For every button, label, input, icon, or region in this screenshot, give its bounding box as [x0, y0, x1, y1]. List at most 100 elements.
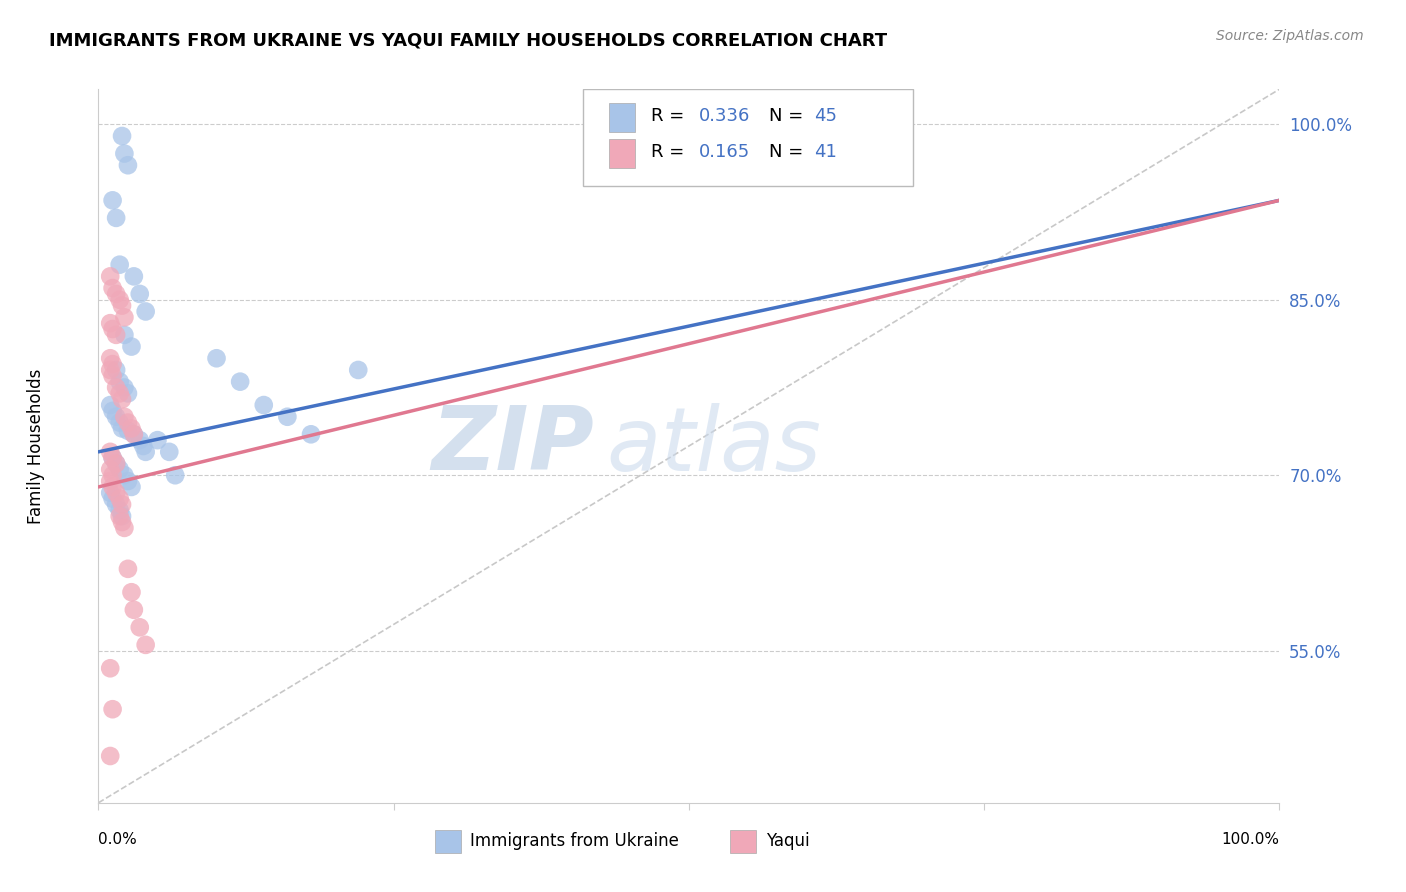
Point: [117, 386, 139, 401]
Point: [98, 269, 121, 284]
Point: [146, 433, 169, 447]
Point: [135, 638, 157, 652]
Point: [165, 468, 187, 483]
Text: 100.0%: 100.0%: [1222, 832, 1279, 847]
Point: [121, 340, 143, 354]
Point: [229, 375, 252, 389]
Text: N =: N =: [769, 107, 810, 125]
Point: [101, 194, 124, 208]
Point: [111, 509, 134, 524]
Point: [112, 468, 135, 483]
Point: [98, 398, 121, 412]
Point: [108, 416, 131, 430]
Point: [108, 386, 131, 401]
Point: [98, 462, 121, 476]
Point: [101, 702, 124, 716]
Point: [121, 585, 143, 599]
Bar: [609, 103, 634, 132]
Point: [132, 439, 155, 453]
Point: [117, 474, 139, 488]
Point: [111, 515, 134, 529]
FancyBboxPatch shape: [582, 89, 914, 186]
Point: [276, 409, 298, 424]
Text: ZIP: ZIP: [432, 402, 595, 490]
Point: [98, 316, 121, 330]
Point: [105, 363, 128, 377]
Point: [128, 620, 150, 634]
Point: [112, 146, 135, 161]
Point: [128, 287, 150, 301]
Point: [121, 480, 143, 494]
Point: [108, 509, 131, 524]
Point: [299, 427, 322, 442]
Text: Immigrants from Ukraine: Immigrants from Ukraine: [471, 832, 679, 850]
Point: [135, 304, 157, 318]
Point: [111, 299, 134, 313]
Point: [105, 211, 128, 225]
Point: [108, 462, 131, 476]
Point: [105, 498, 128, 512]
Point: [205, 351, 228, 366]
Point: [98, 749, 121, 764]
Point: [101, 322, 124, 336]
Bar: [434, 830, 461, 853]
Text: N =: N =: [769, 143, 810, 161]
Point: [101, 491, 124, 506]
Bar: [609, 139, 634, 168]
Point: [122, 603, 145, 617]
Point: [108, 491, 131, 506]
Point: [98, 363, 121, 377]
Text: 0.165: 0.165: [699, 143, 749, 161]
Text: 41: 41: [814, 143, 837, 161]
Point: [105, 380, 128, 394]
Text: R =: R =: [651, 143, 690, 161]
Point: [111, 128, 134, 143]
Point: [117, 416, 139, 430]
Point: [101, 368, 124, 383]
Point: [347, 363, 370, 377]
Point: [112, 380, 135, 394]
Point: [101, 281, 124, 295]
Point: [105, 409, 128, 424]
Point: [108, 258, 131, 272]
Point: [121, 421, 143, 435]
Point: [122, 427, 145, 442]
Point: [108, 375, 131, 389]
Text: R =: R =: [651, 107, 690, 125]
Text: Yaqui: Yaqui: [766, 832, 810, 850]
Text: Source: ZipAtlas.com: Source: ZipAtlas.com: [1216, 29, 1364, 43]
Point: [98, 661, 121, 675]
Point: [105, 457, 128, 471]
Point: [112, 409, 135, 424]
Point: [135, 445, 157, 459]
Point: [111, 421, 134, 435]
Point: [101, 357, 124, 371]
Point: [98, 474, 121, 488]
Point: [253, 398, 276, 412]
Text: atlas: atlas: [606, 403, 821, 489]
Point: [105, 485, 128, 500]
Point: [108, 293, 131, 307]
Text: 45: 45: [814, 107, 837, 125]
Point: [105, 287, 128, 301]
Text: 0.336: 0.336: [699, 107, 749, 125]
Point: [101, 404, 124, 418]
Point: [122, 427, 145, 442]
Point: [105, 457, 128, 471]
Point: [112, 310, 135, 325]
Point: [98, 445, 121, 459]
Point: [117, 562, 139, 576]
Point: [122, 269, 145, 284]
Point: [112, 327, 135, 342]
Bar: [730, 830, 756, 853]
Text: Family Households: Family Households: [27, 368, 45, 524]
Point: [98, 485, 121, 500]
Point: [111, 498, 134, 512]
Point: [117, 158, 139, 172]
Point: [117, 424, 139, 438]
Point: [128, 433, 150, 447]
Point: [112, 521, 135, 535]
Point: [105, 327, 128, 342]
Point: [111, 392, 134, 407]
Point: [101, 480, 124, 494]
